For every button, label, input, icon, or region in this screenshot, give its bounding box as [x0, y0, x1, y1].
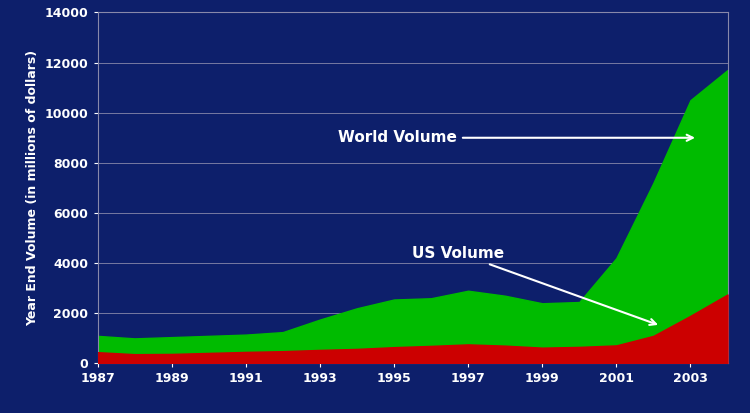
Y-axis label: Year End Volume (in millions of dollars): Year End Volume (in millions of dollars)	[26, 50, 39, 326]
Text: World Volume: World Volume	[338, 130, 693, 145]
Text: US Volume: US Volume	[413, 246, 656, 325]
